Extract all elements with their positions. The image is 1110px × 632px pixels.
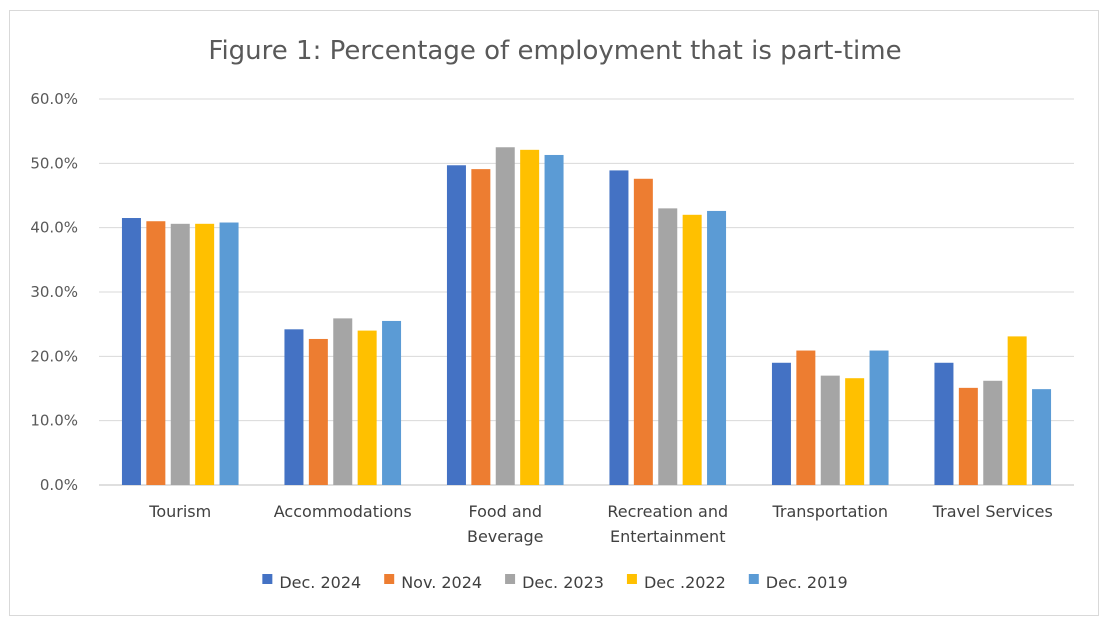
bar bbox=[771, 362, 791, 485]
chart-area: Figure 1: Percentage of employment that … bbox=[9, 10, 1099, 616]
bar bbox=[983, 380, 1003, 485]
bar bbox=[1007, 336, 1027, 485]
x-category-label: Transportation bbox=[771, 502, 888, 521]
y-tick-label: 50.0% bbox=[30, 154, 78, 172]
x-category-label: Accommodations bbox=[274, 502, 412, 521]
y-tick-label: 60.0% bbox=[30, 90, 78, 108]
bars bbox=[121, 147, 1052, 486]
bar bbox=[682, 214, 702, 486]
legend-label: Dec. 2019 bbox=[766, 573, 848, 592]
legend-swatch bbox=[384, 574, 395, 584]
bar bbox=[146, 221, 166, 485]
x-axis-category-labels: Tourism Accommodations Food and Beverage Rec… bbox=[148, 502, 1053, 546]
bar bbox=[382, 320, 402, 485]
y-tick-label: 20.0% bbox=[30, 347, 78, 365]
legend: Dec. 2024 Nov. 2024 Dec. 2023 Dec .2022 Dec.… bbox=[262, 573, 848, 592]
bar bbox=[845, 378, 865, 485]
bar bbox=[195, 223, 215, 485]
bar bbox=[658, 208, 678, 485]
bar bbox=[219, 222, 239, 485]
legend-item: Dec. 2023 bbox=[505, 573, 604, 592]
bar bbox=[633, 178, 653, 486]
bar bbox=[520, 149, 540, 485]
bar-chart: Figure 1: Percentage of employment that … bbox=[30, 36, 1074, 592]
bar bbox=[333, 318, 353, 485]
y-tick-label: 30.0% bbox=[30, 283, 78, 301]
bar bbox=[446, 165, 466, 485]
x-category-label: Travel Services bbox=[932, 502, 1053, 521]
bar bbox=[796, 350, 816, 485]
bar bbox=[609, 170, 629, 485]
y-axis-tick-labels: 0.0% 10.0% 20.0% 30.0% 40.0% 50.0% 60.0% bbox=[30, 90, 78, 494]
bar bbox=[958, 387, 978, 485]
bar bbox=[471, 169, 491, 485]
bar bbox=[820, 375, 840, 485]
chart-title: Figure 1: Percentage of employment that … bbox=[208, 36, 901, 66]
bar bbox=[170, 223, 190, 485]
legend-label: Nov. 2024 bbox=[401, 573, 482, 592]
y-tick-label: 10.0% bbox=[30, 412, 78, 430]
legend-swatch bbox=[748, 574, 759, 584]
legend-item: Dec. 2024 bbox=[262, 573, 361, 592]
bar bbox=[707, 210, 727, 485]
legend-swatch bbox=[262, 574, 273, 584]
bar bbox=[284, 329, 304, 485]
legend-item: Dec .2022 bbox=[626, 573, 726, 592]
y-tick-label: 40.0% bbox=[30, 219, 78, 237]
gridlines bbox=[99, 98, 1074, 486]
bar bbox=[934, 362, 954, 485]
legend-swatch bbox=[505, 574, 516, 584]
x-category-label: Recreation and Entertainment bbox=[607, 502, 728, 546]
legend-label: Dec .2022 bbox=[644, 573, 726, 592]
y-tick-label: 0.0% bbox=[40, 476, 78, 494]
legend-label: Dec. 2024 bbox=[279, 573, 361, 592]
bar bbox=[495, 147, 515, 485]
legend-item: Dec. 2019 bbox=[748, 573, 848, 592]
legend-label: Dec. 2023 bbox=[522, 573, 604, 592]
bar bbox=[357, 330, 377, 485]
bar bbox=[869, 350, 889, 485]
bar bbox=[121, 218, 141, 485]
x-category-label: Tourism bbox=[148, 502, 211, 521]
x-category-label: Food and Beverage bbox=[467, 502, 544, 546]
bar bbox=[1032, 389, 1052, 485]
legend-item: Nov. 2024 bbox=[384, 573, 482, 592]
bar bbox=[544, 154, 564, 485]
legend-swatch bbox=[626, 574, 637, 584]
bar bbox=[308, 338, 328, 485]
